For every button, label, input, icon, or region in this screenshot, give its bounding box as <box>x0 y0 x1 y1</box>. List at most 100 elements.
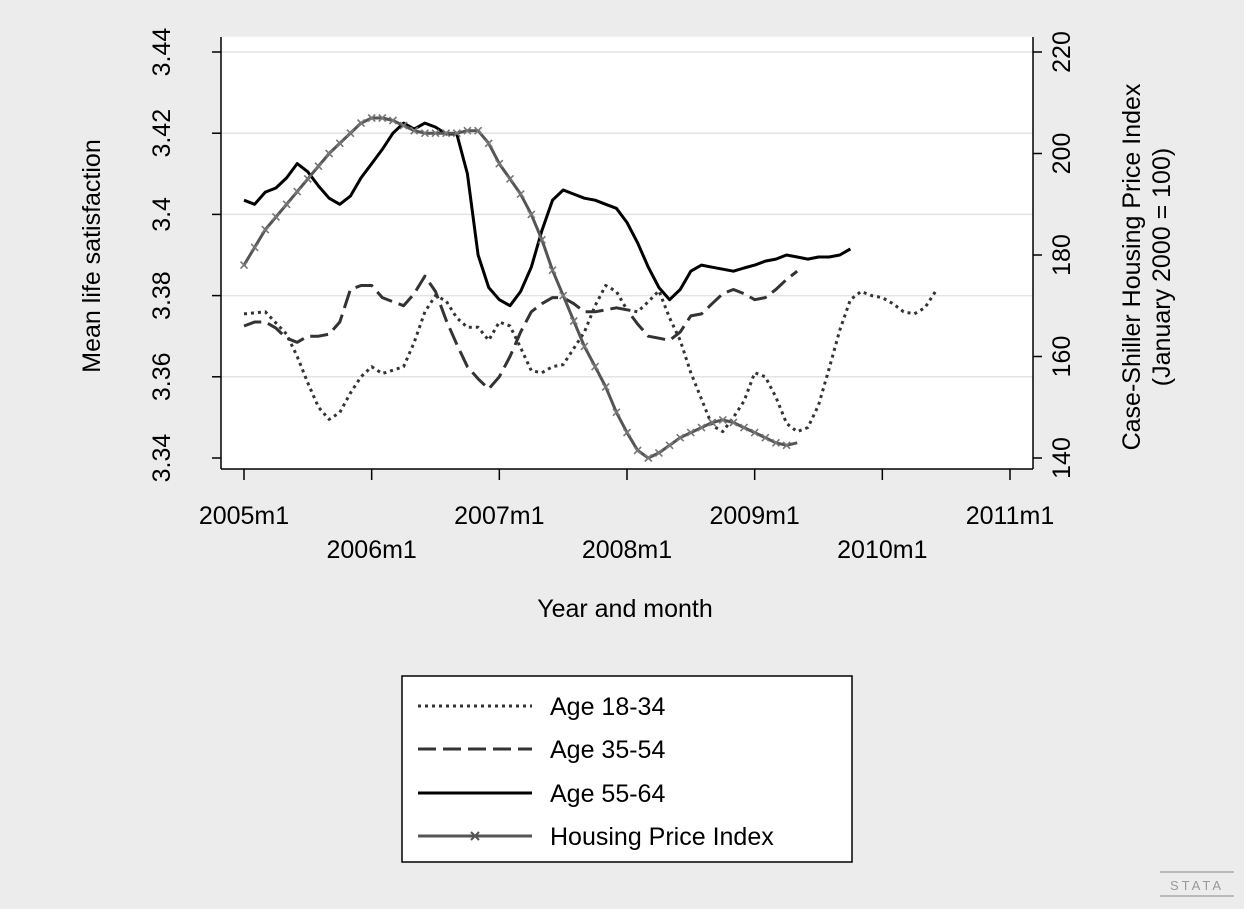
marker-stroke <box>431 129 440 138</box>
point-housing-price-index <box>431 129 440 138</box>
marker-stroke <box>261 225 270 234</box>
marker-stroke <box>516 190 525 199</box>
marker-stroke <box>378 113 387 123</box>
point-housing-price-index <box>516 190 525 199</box>
point-housing-price-index <box>261 225 270 234</box>
y-right-tick-label: 140 <box>1048 437 1076 479</box>
point-housing-price-index <box>548 266 557 275</box>
x-tick-label: 2009m1 <box>709 502 799 530</box>
marker-stroke <box>282 200 291 209</box>
y-left-tick-label: 3.36 <box>148 352 176 401</box>
point-housing-price-index <box>325 149 334 158</box>
y-right-tick-label: 160 <box>1048 336 1076 378</box>
marker-stroke <box>527 210 536 219</box>
legend-label-housing-price-index: Housing Price Index <box>550 823 774 851</box>
point-housing-price-index <box>633 446 642 455</box>
y-axis-right-label-line1: Case-Shiller Housing Price Index <box>1118 83 1146 450</box>
point-housing-price-index <box>314 162 323 171</box>
marker-stroke <box>314 162 323 171</box>
point-housing-price-index <box>505 174 515 183</box>
point-housing-price-index <box>612 408 621 417</box>
point-housing-price-index <box>622 428 632 437</box>
marker-stroke <box>761 433 770 442</box>
legend-marker-housing-price-index <box>470 831 480 841</box>
marker-stroke <box>782 441 791 450</box>
marker-stroke <box>569 316 578 326</box>
marker-stroke <box>559 291 568 300</box>
marker-stroke <box>622 428 632 437</box>
marker-stroke <box>505 174 515 183</box>
series-layer <box>239 113 937 463</box>
x-tick-label: 2010m1 <box>837 536 927 564</box>
point-housing-price-index <box>484 139 493 148</box>
x-tick-label: 2008m1 <box>582 536 672 564</box>
x-tick-label: 2005m1 <box>199 502 289 530</box>
point-housing-price-index <box>771 438 780 447</box>
marker-stroke <box>644 453 653 463</box>
point-housing-price-index <box>761 433 770 442</box>
series-line-age-18-34 <box>243 284 937 434</box>
point-housing-price-index <box>591 362 600 371</box>
marker-stroke <box>718 415 727 424</box>
marker-stroke <box>612 408 621 417</box>
point-housing-price-index <box>356 119 366 128</box>
marker-stroke <box>591 362 600 371</box>
marker-stroke <box>303 174 312 183</box>
legend: Age 18-34 Age 35-54 Age 55-64 Housing Pr… <box>401 675 853 863</box>
point-housing-price-index <box>676 433 685 442</box>
point-housing-price-index <box>388 116 397 125</box>
point-housing-price-index <box>474 126 483 135</box>
marker-stroke <box>399 121 408 130</box>
point-housing-price-index <box>750 428 759 437</box>
point-housing-price-index <box>665 441 674 450</box>
marker-stroke <box>463 126 472 135</box>
series-line-housing-price-index <box>242 116 798 460</box>
marker-stroke <box>293 187 302 196</box>
stata-logo: STATA <box>1160 871 1234 897</box>
point-housing-price-index <box>250 243 259 252</box>
marker-stroke <box>537 235 546 244</box>
axis-ticks: 3.34 3.36 3.38 3.4 3.42 3.44 140 160 180 200 220 20… <box>148 28 1076 564</box>
point-housing-price-index <box>729 418 738 427</box>
point-housing-price-index <box>708 418 717 427</box>
point-housing-price-index <box>282 200 291 209</box>
marker-stroke <box>708 418 717 427</box>
point-housing-price-index <box>580 342 589 351</box>
point-housing-price-index <box>686 428 695 437</box>
point-housing-price-index <box>527 210 536 219</box>
y-axis-right-label-line2: (January 2000 = 100) <box>1148 148 1176 386</box>
point-housing-price-index <box>601 382 610 391</box>
x-tick-label: 2011m1 <box>966 502 1055 530</box>
point-housing-price-index <box>293 187 302 196</box>
marker-stroke <box>665 441 674 450</box>
point-housing-price-index <box>495 159 504 168</box>
point-housing-price-index <box>420 129 429 138</box>
marker-stroke <box>580 342 589 351</box>
point-housing-price-index <box>378 113 387 123</box>
marker-stroke <box>633 446 642 455</box>
series-line-age-55-64 <box>243 121 852 308</box>
marker-stroke <box>410 126 419 135</box>
y-left-tick-label: 3.38 <box>148 271 176 320</box>
point-housing-price-index <box>697 423 706 432</box>
point-housing-price-index <box>569 316 578 326</box>
marker-stroke <box>686 428 695 437</box>
legend-label-age-35-54: Age 35-54 <box>550 736 665 764</box>
marker-stroke <box>495 159 504 168</box>
point-housing-price-index <box>410 126 419 135</box>
point-housing-price-index <box>367 113 376 123</box>
marker-stroke <box>548 266 557 275</box>
svg-text:STATA: STATA <box>1170 878 1224 893</box>
marker-stroke <box>697 423 706 432</box>
marker-stroke <box>346 129 355 138</box>
y-left-tick-label: 3.4 <box>148 197 176 232</box>
point-housing-price-index <box>271 212 280 221</box>
y-left-tick-label: 3.42 <box>148 109 176 158</box>
point-housing-price-index <box>537 235 546 244</box>
marker-stroke <box>750 428 759 437</box>
point-housing-price-index <box>559 291 568 300</box>
legend-label-age-18-34: Age 18-34 <box>550 693 665 721</box>
y-left-tick-label: 3.34 <box>148 434 176 483</box>
marker-stroke <box>420 129 429 138</box>
x-tick-label: 2007m1 <box>454 502 544 530</box>
